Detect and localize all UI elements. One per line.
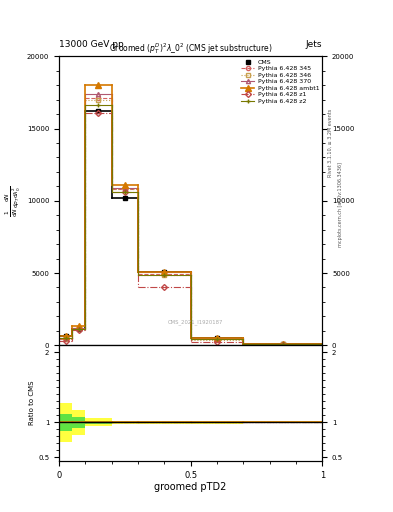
Line: Pythia 6.428 345: Pythia 6.428 345 [63, 96, 285, 346]
Pythia 6.428 ambt1 [123, 182, 127, 188]
Line: Pythia 6.428 z1: Pythia 6.428 z1 [63, 111, 285, 347]
CMS [76, 326, 81, 332]
Pythia 6.428 346 [215, 336, 219, 343]
Pythia 6.428 ambt1 [281, 340, 285, 347]
Pythia 6.428 z2 [76, 326, 81, 332]
Pythia 6.428 z1 [76, 328, 81, 334]
Pythia 6.428 345 [162, 271, 167, 278]
Pythia 6.428 370 [281, 341, 285, 347]
X-axis label: groomed pTD2: groomed pTD2 [154, 482, 227, 493]
CMS [123, 195, 127, 201]
CMS [215, 335, 219, 341]
Pythia 6.428 345 [215, 336, 219, 343]
Text: Rivet 3.1.10, ≥ 3.2M events: Rivet 3.1.10, ≥ 3.2M events [328, 109, 333, 178]
Pythia 6.428 ambt1 [162, 268, 167, 274]
Pythia 6.428 345 [76, 325, 81, 331]
Line: Pythia 6.428 370: Pythia 6.428 370 [63, 92, 285, 346]
Pythia 6.428 346 [76, 325, 81, 331]
Pythia 6.428 z1 [162, 284, 167, 290]
Pythia 6.428 370 [63, 335, 68, 341]
Pythia 6.428 z1 [215, 339, 219, 346]
Pythia 6.428 345 [123, 186, 127, 193]
CMS [281, 340, 285, 347]
Line: Pythia 6.428 ambt1: Pythia 6.428 ambt1 [63, 82, 286, 347]
Pythia 6.428 z1 [96, 110, 101, 116]
Line: Pythia 6.428 z2: Pythia 6.428 z2 [63, 103, 285, 346]
Pythia 6.428 345 [63, 336, 68, 342]
Text: 13000 GeV pp: 13000 GeV pp [59, 39, 124, 49]
Text: CMS_2021_I1920187: CMS_2021_I1920187 [168, 319, 224, 325]
Text: mcplots.cern.ch [arXiv:1306.3436]: mcplots.cern.ch [arXiv:1306.3436] [338, 162, 343, 247]
Title: Groomed $(p_T^D)^2\lambda\_0^2$ (CMS jet substructure): Groomed $(p_T^D)^2\lambda\_0^2$ (CMS jet… [109, 41, 272, 56]
CMS [162, 268, 167, 274]
Pythia 6.428 370 [96, 91, 101, 97]
Pythia 6.428 370 [215, 335, 219, 341]
Pythia 6.428 z2 [162, 272, 167, 278]
Pythia 6.428 346 [96, 97, 101, 103]
Pythia 6.428 346 [123, 186, 127, 193]
Y-axis label: $\frac{1}{\mathrm{d}N}\frac{\mathrm{d}N}{\mathrm{d}p_T\mathrm{d}\lambda_0^2}$: $\frac{1}{\mathrm{d}N}\frac{\mathrm{d}N}… [4, 185, 22, 217]
Text: Jets: Jets [306, 39, 322, 49]
Pythia 6.428 ambt1 [63, 333, 68, 339]
Pythia 6.428 ambt1 [76, 323, 81, 329]
Pythia 6.428 345 [281, 341, 285, 347]
Pythia 6.428 ambt1 [215, 335, 219, 341]
Pythia 6.428 z1 [123, 189, 127, 195]
Pythia 6.428 346 [63, 336, 68, 343]
Line: Pythia 6.428 346: Pythia 6.428 346 [63, 98, 285, 346]
CMS [96, 108, 101, 114]
Pythia 6.428 z1 [63, 338, 68, 344]
Pythia 6.428 z2 [281, 341, 285, 347]
Pythia 6.428 370 [76, 325, 81, 331]
Pythia 6.428 z1 [281, 342, 285, 348]
Y-axis label: Ratio to CMS: Ratio to CMS [29, 381, 35, 425]
Legend: CMS, Pythia 6.428 345, Pythia 6.428 346, Pythia 6.428 370, Pythia 6.428 ambt1, P: CMS, Pythia 6.428 345, Pythia 6.428 346,… [239, 58, 320, 105]
CMS [63, 333, 68, 339]
Pythia 6.428 z2 [63, 335, 68, 341]
Pythia 6.428 345 [96, 95, 101, 101]
Pythia 6.428 346 [162, 272, 167, 278]
Pythia 6.428 z2 [96, 102, 101, 109]
Pythia 6.428 z2 [215, 336, 219, 342]
Pythia 6.428 z2 [123, 189, 127, 195]
Pythia 6.428 370 [162, 269, 167, 275]
Line: CMS: CMS [63, 109, 285, 346]
Pythia 6.428 346 [281, 341, 285, 347]
Pythia 6.428 370 [123, 185, 127, 191]
Pythia 6.428 ambt1 [96, 82, 101, 88]
